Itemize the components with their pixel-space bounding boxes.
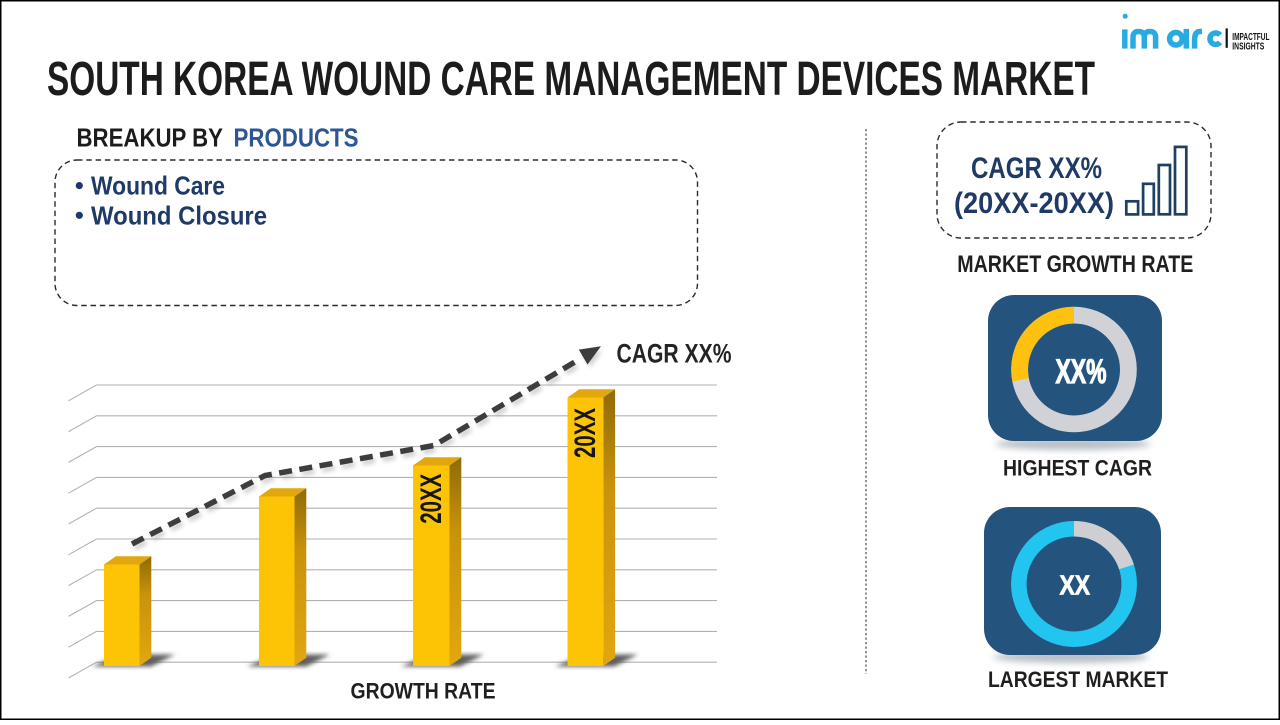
svg-text:XX%: XX% [1056,354,1107,391]
svg-text:SOUTH KOREA WOUND CARE MANAGEM: SOUTH KOREA WOUND CARE MANAGEMENT DEVICE… [47,53,1095,106]
svg-text:GROWTH RATE: GROWTH RATE [351,680,496,704]
svg-text:HIGHEST CAGR: HIGHEST CAGR [1003,455,1152,480]
svg-text:Wound Care: Wound Care [91,170,225,200]
svg-text:20XX: 20XX [567,408,601,458]
svg-text:CAGR XX%: CAGR XX% [617,339,732,369]
svg-text:IMPACTFUL: IMPACTFUL [1232,32,1269,43]
svg-text:MARKET GROWTH RATE: MARKET GROWTH RATE [957,251,1193,278]
svg-text:20XX: 20XX [413,474,447,524]
svg-text:XX: XX [1060,571,1091,601]
svg-text:BREAKUP BY: BREAKUP BY [77,123,224,153]
svg-text:PRODUCTS: PRODUCTS [234,123,359,153]
svg-text:LARGEST MARKET: LARGEST MARKET [988,668,1168,692]
svg-text:INSIGHTS: INSIGHTS [1232,41,1264,52]
svg-text:(20XX-20XX): (20XX-20XX) [954,187,1114,219]
svg-text:CAGR XX%: CAGR XX% [971,152,1102,184]
svg-text:Wound Closure: Wound Closure [91,200,267,230]
